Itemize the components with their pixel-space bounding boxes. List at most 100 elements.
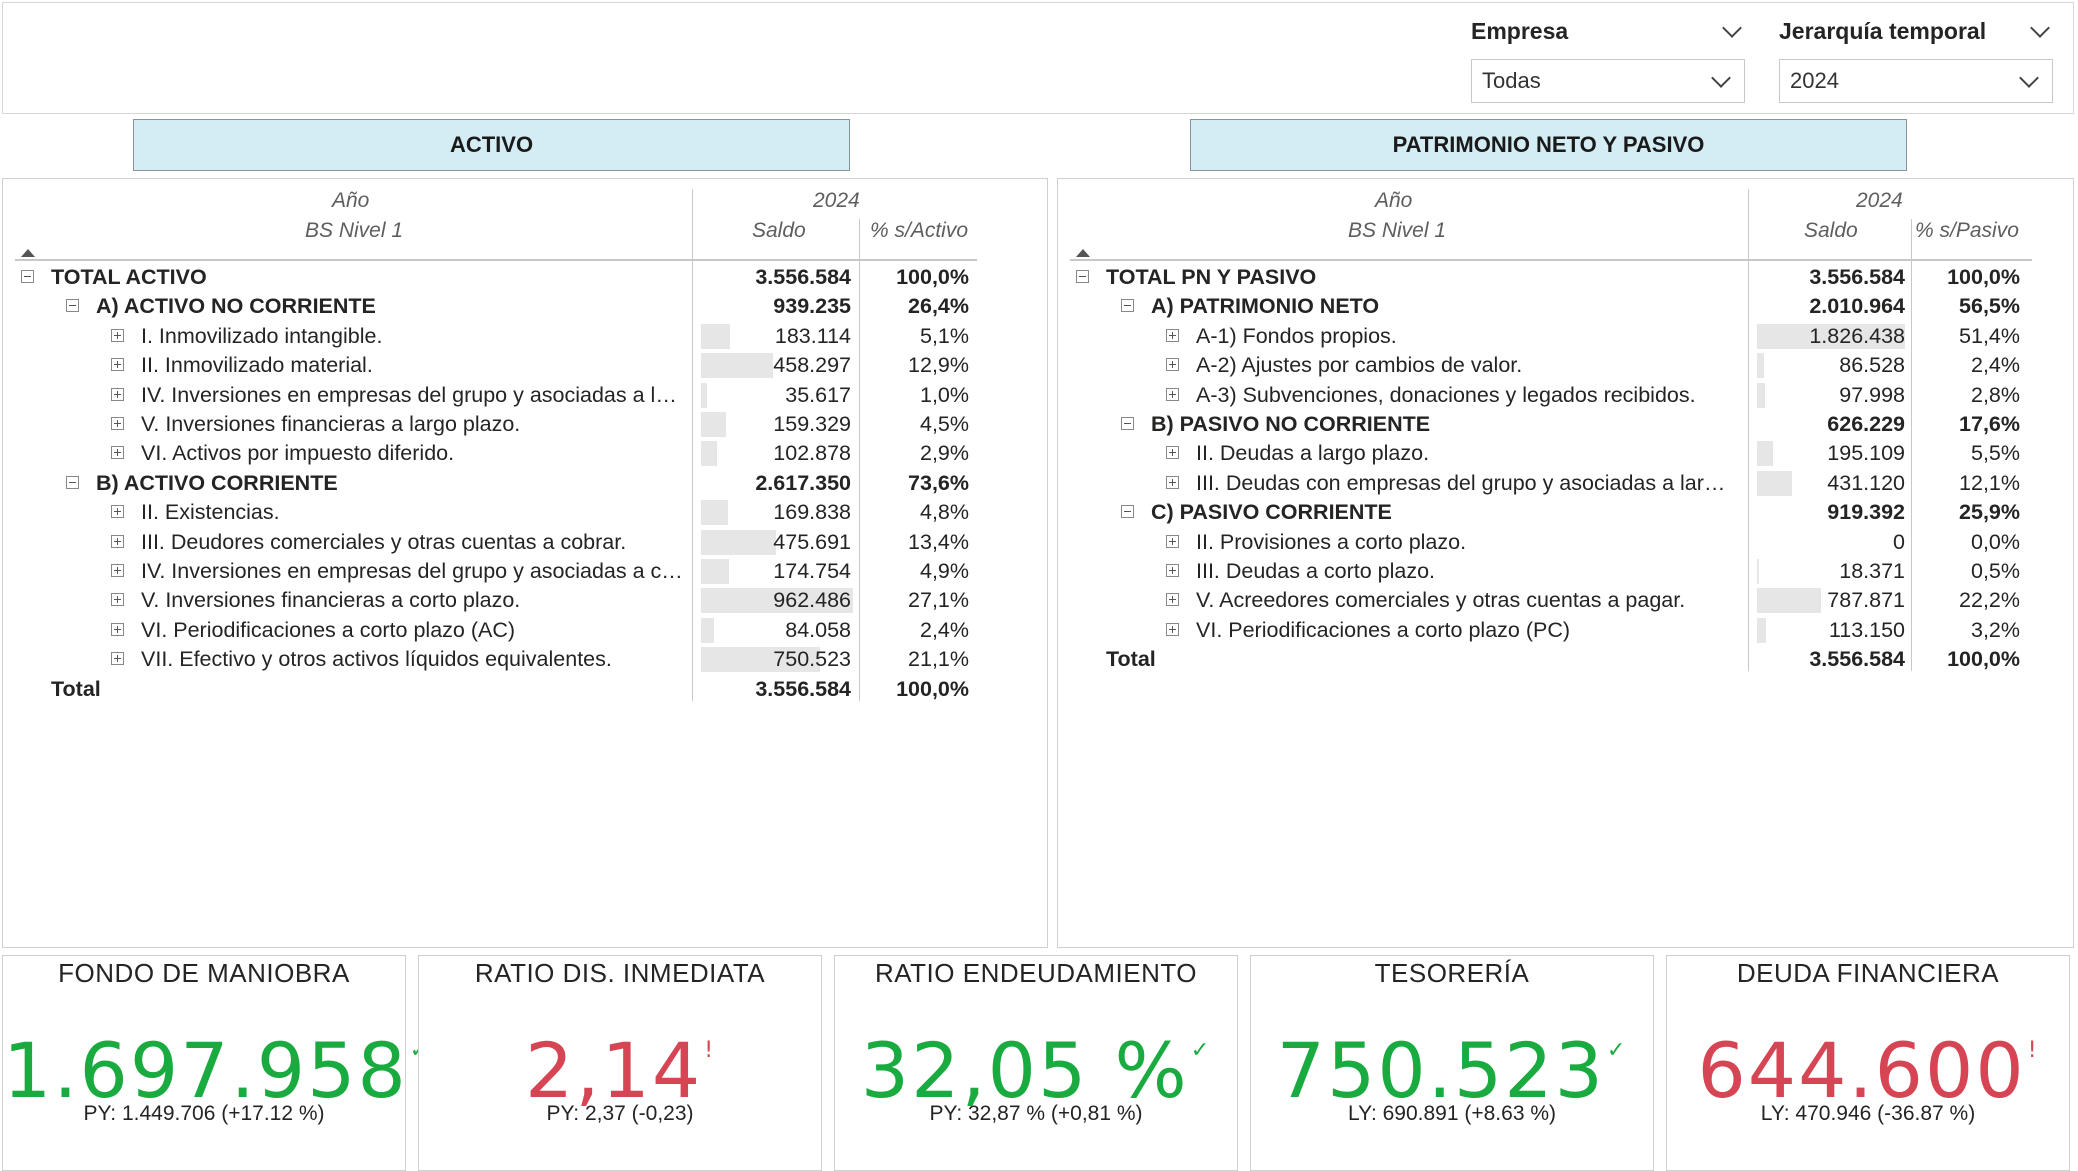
expand-icon[interactable] [1166,387,1179,401]
chevron-down-icon[interactable] [1722,18,1742,38]
collapse-icon[interactable] [1121,299,1134,313]
collapse-icon[interactable] [1076,270,1089,283]
pct-cell: 4,9% [919,559,969,583]
table-row[interactable]: A-3) Subvenciones, donaciones y legados … [1058,381,2058,410]
data-bar [701,500,728,526]
expand-icon[interactable] [111,564,124,577]
expand-icon[interactable] [111,652,124,666]
row-label: C) PASIVO CORRIENTE [1151,500,1392,525]
table-row[interactable]: VI. Periodificaciones a corto plazo (AC)… [3,616,1003,645]
table-row[interactable]: A-1) Fondos propios. 1.826.438 51,4% [1058,322,2058,351]
collapse-icon[interactable] [21,270,34,283]
expand-icon[interactable] [111,417,124,430]
expand-icon[interactable] [111,358,124,372]
sort-ascending-icon[interactable] [1076,249,1090,257]
table-row[interactable]: A) ACTIVO NO CORRIENTE 939.235 26,4% [3,292,1003,321]
activo-section-button[interactable]: ACTIVO [133,119,850,171]
level-header-label[interactable]: BS Nivel 1 [1348,219,1447,242]
kpi-card[interactable]: DEUDA FINANCIERA 644.600! LY: 470.946 (-36… [1666,955,2070,1171]
expand-icon[interactable] [111,505,124,519]
expand-icon[interactable] [1166,534,1179,548]
saldo-cell: 2.617.350 [755,470,851,495]
table-row[interactable]: VI. Periodificaciones a corto plazo (PC)… [1058,616,2058,645]
jerarquia-dropdown[interactable]: 2024 [1779,59,2053,103]
expand-icon[interactable] [111,387,124,401]
table-row[interactable]: II. Deudas a largo plazo. 195.109 5,5% [1058,439,2058,468]
table-row[interactable]: TOTAL ACTIVO 3.556.584 100,0% [3,263,1003,292]
kpi-title: RATIO DIS. INMEDIATA [474,958,766,988]
expand-icon[interactable] [1166,475,1179,489]
grand-total-row[interactable]: Total 3.556.584 100,0% [3,675,1003,704]
table-row[interactable]: III. Deudores comerciales y otras cuenta… [3,528,1003,557]
expand-icon[interactable] [111,593,124,607]
expand-icon[interactable] [1166,446,1179,460]
table-row[interactable]: B) PASIVO NO CORRIENTE 626.229 17,6% [1058,410,2058,439]
collapse-icon[interactable] [66,299,79,313]
pct-cell: 2,4% [1970,353,2020,378]
data-bar [701,647,820,673]
row-label: II. Provisiones a corto plazo. [1196,529,1467,554]
expand-icon[interactable] [111,622,124,636]
table-row[interactable]: III. Deudas con empresas del grupo y aso… [1058,469,2058,498]
expand-icon[interactable] [1166,358,1179,372]
row-label: IV. Inversiones en empresas del grupo y … [141,382,685,407]
saldo-column-header[interactable]: Saldo [1804,219,1858,242]
pct-column-header[interactable]: % s/Activo [870,219,969,242]
kpi-value-wrap: 644.600! [1667,1026,2069,1115]
expand-icon[interactable] [1166,328,1179,342]
empresa-dropdown[interactable]: Todas [1471,59,1745,103]
table-row[interactable]: VII. Efectivo y otros activos líquidos e… [3,645,1003,674]
table-row[interactable]: IV. Inversiones en empresas del grupo y … [3,381,1003,410]
table-row[interactable]: A-2) Ajustes por cambios de valor. 86.528… [1058,351,2058,380]
table-row[interactable]: V. Inversiones financieras a corto plazo… [3,586,1003,615]
table-row[interactable]: A) PATRIMONIO NETO 2.010.964 56,5% [1058,292,2058,321]
column-divider [859,219,860,701]
kpi-card[interactable]: TESORERÍA 750.523✓ LY: 690.891 (+8.63 %) [1250,955,1654,1171]
saldo-column-header[interactable]: Saldo [752,219,806,242]
grand-total-row[interactable]: Total 3.556.584 100,0% [1058,645,2058,674]
table-row[interactable]: C) PASIVO CORRIENTE 919.392 25,9% [1058,498,2058,527]
table-row[interactable]: IV. Inversiones en empresas del grupo y … [3,557,1003,586]
sort-ascending-icon[interactable] [21,249,35,257]
chevron-down-icon[interactable] [2030,18,2050,38]
kpi-comparison: PY: 2,37 (-0,23) [546,1102,694,1125]
data-bar [1757,353,1764,379]
expand-icon[interactable] [1166,622,1179,636]
saldo-cell: 919.392 [1827,500,1905,525]
kpi-value: 2,14 [524,1026,703,1115]
expand-icon[interactable] [111,534,124,548]
table-row[interactable]: II. Provisiones a corto plazo. 0 0,0% [1058,528,2058,557]
table-row[interactable]: II. Existencias. 169.838 4,8% [3,498,1003,527]
empresa-slicer-header[interactable]: Empresa [1471,13,1745,49]
chevron-down-icon[interactable] [1711,68,1731,88]
kpi-card[interactable]: RATIO DIS. INMEDIATA 2,14! PY: 2,37 (-0,23… [418,955,822,1171]
table-row[interactable]: III. Deudas a corto plazo. 18.371 0,5% [1058,557,2058,586]
table-row[interactable]: II. Inmovilizado material. 458.297 12,9% [3,351,1003,380]
collapse-icon[interactable] [66,475,79,489]
level-header-label[interactable]: BS Nivel 1 [305,219,404,242]
table-row[interactable]: VI. Activos por impuesto diferido. 102.87… [3,439,1003,468]
pasivo-section-button[interactable]: PATRIMONIO NETO Y PASIVO [1190,119,1907,171]
table-row[interactable]: B) ACTIVO CORRIENTE 2.617.350 73,6% [3,469,1003,498]
expand-icon[interactable] [111,328,124,342]
collapse-icon[interactable] [1121,417,1134,430]
row-label: VII. Efectivo y otros activos líquidos e… [141,647,612,672]
jerarquia-slicer-header[interactable]: Jerarquía temporal [1779,13,2053,49]
pct-cell: 1,0% [919,382,969,407]
kpi-card[interactable]: RATIO ENDEUDAMIENTO 32,05 %✓ PY: 32,87 % (… [834,955,1238,1171]
year-header-label: Año [332,189,370,212]
table-row[interactable]: V. Acreedores comerciales y otras cuenta… [1058,586,2058,615]
row-label: A-3) Subvenciones, donaciones y legados … [1196,382,1696,407]
table-row[interactable]: V. Inversiones financieras a largo plazo… [3,410,1003,439]
expand-icon[interactable] [1166,564,1179,577]
expand-icon[interactable] [1166,593,1179,607]
collapse-icon[interactable] [1121,505,1134,519]
expand-icon[interactable] [111,446,124,460]
pct-column-header[interactable]: % s/Pasivo [1915,219,2019,242]
pct-cell: 51,4% [1959,323,2020,348]
chevron-down-icon[interactable] [2019,68,2039,88]
table-row[interactable]: TOTAL PN Y PASIVO 3.556.584 100,0% [1058,263,2058,292]
saldo-cell: 97.998 [1839,382,1905,407]
table-row[interactable]: I. Inmovilizado intangible. 183.114 5,1% [3,322,1003,351]
